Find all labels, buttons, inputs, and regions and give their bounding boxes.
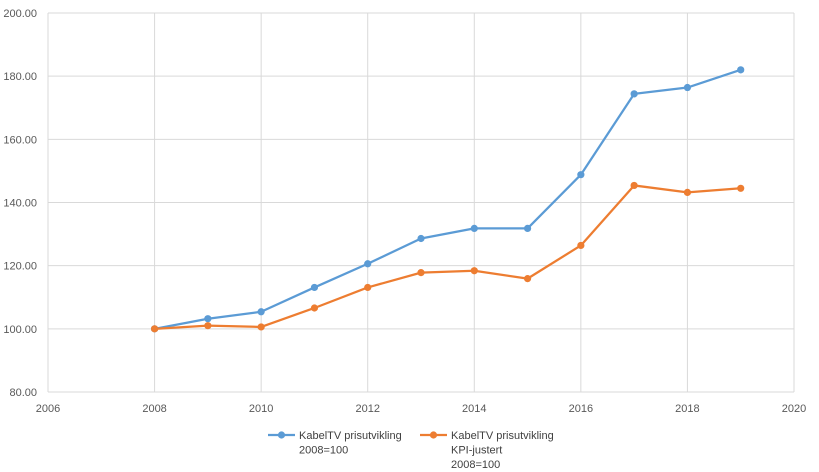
- legend-label: KPI-justert: [451, 445, 502, 457]
- y-tick-label: 180.00: [3, 71, 37, 83]
- data-point: [470, 224, 478, 232]
- legend-label: KabelTV prisutvikling: [451, 430, 554, 442]
- data-point: [417, 234, 425, 243]
- data-point: [630, 181, 638, 190]
- y-tick-label: 100.00: [3, 324, 37, 336]
- series-layer: [150, 66, 745, 333]
- data-point: [737, 184, 745, 192]
- legend-item: KabelTV prisutvikling KPI-justert 2008=100: [420, 430, 554, 471]
- x-tick-label: 2010: [249, 403, 273, 415]
- x-tick-label: 2016: [569, 403, 593, 415]
- y-tick-label: 200.00: [3, 8, 37, 20]
- x-tick-label: 2018: [675, 403, 699, 415]
- data-point: [683, 188, 692, 196]
- series-line: [154, 68, 742, 330]
- y-tick-label: 140.00: [3, 198, 37, 210]
- y-tick-label: 80.00: [9, 387, 37, 399]
- data-point: [417, 269, 425, 277]
- x-tick-label: 2006: [36, 403, 60, 415]
- data-point: [310, 283, 319, 292]
- legend-point-marker: [429, 431, 438, 439]
- data-point: [257, 308, 265, 316]
- data-point: [257, 323, 265, 331]
- series-1: [150, 66, 745, 333]
- data-point: [683, 83, 692, 92]
- x-tick-label: 2020: [782, 403, 806, 415]
- data-point: [577, 171, 585, 179]
- legend-point-marker: [277, 431, 286, 439]
- data-point: [310, 304, 319, 312]
- data-point: [150, 325, 159, 333]
- horizontal-gridlines: [48, 12, 794, 393]
- legend-label: KabelTV prisutvikling: [299, 430, 402, 442]
- y-axis-tick-labels: 80.00 100.00 120.00 140.00 160.00 180.00 200.0…: [3, 8, 37, 399]
- data-point: [204, 315, 212, 323]
- data-point: [364, 260, 372, 268]
- data-point: [470, 267, 478, 275]
- data-point: [523, 224, 532, 232]
- legend-item: KabelTV prisutvikling 2008=100: [268, 430, 402, 457]
- data-point: [577, 241, 585, 250]
- x-tick-label: 2014: [462, 403, 486, 415]
- data-point: [630, 90, 638, 98]
- x-tick-label: 2012: [355, 403, 379, 415]
- data-point: [737, 66, 745, 74]
- legend-label: 2008=100: [451, 459, 500, 471]
- series-2: [150, 181, 745, 333]
- data-point: [204, 322, 212, 330]
- x-axis-tick-labels: 2006 2008 2010 2012 2014 2016 2018 2020: [36, 403, 806, 415]
- y-tick-label: 160.00: [3, 134, 37, 146]
- legend-label: 2008=100: [299, 445, 348, 457]
- series-line: [154, 184, 741, 330]
- data-point: [364, 283, 372, 292]
- data-point: [523, 275, 532, 283]
- x-tick-label: 2008: [142, 403, 166, 415]
- y-tick-label: 120.00: [3, 261, 37, 273]
